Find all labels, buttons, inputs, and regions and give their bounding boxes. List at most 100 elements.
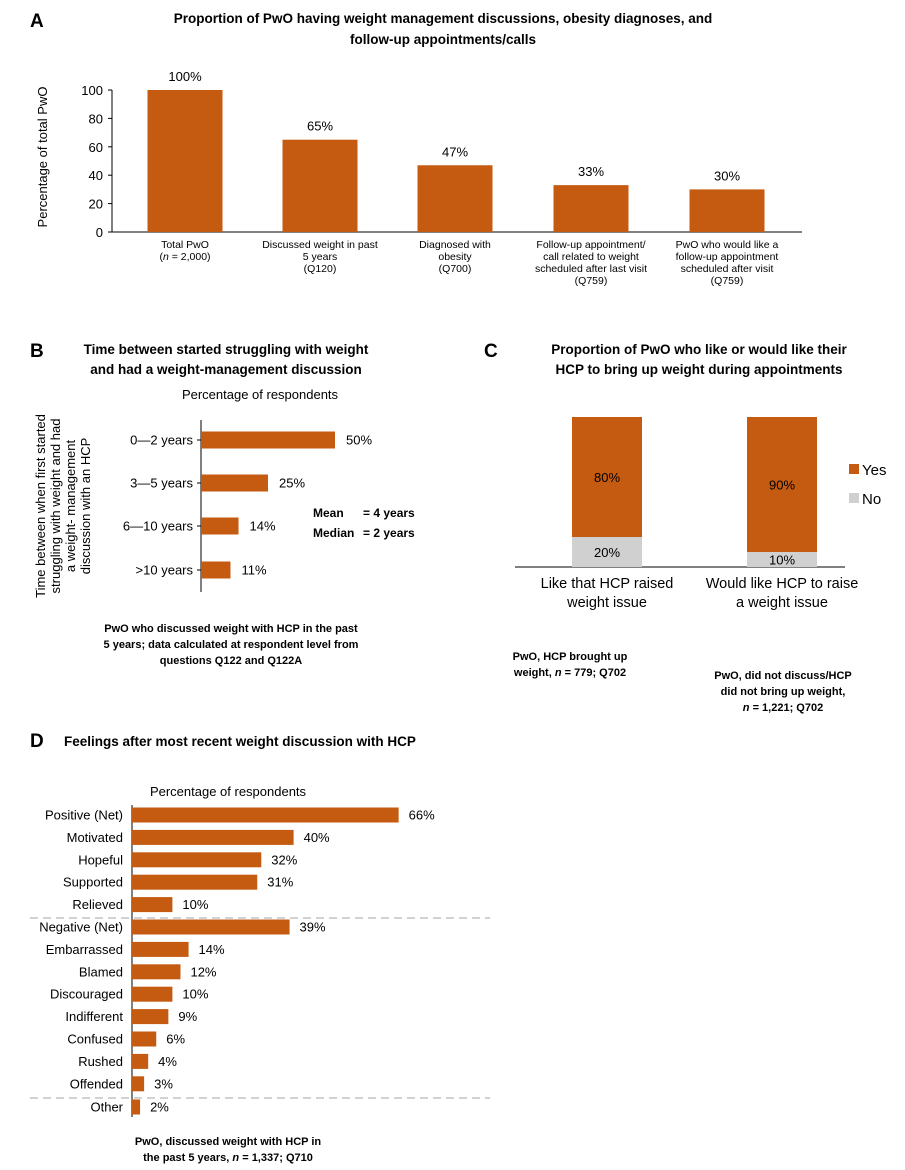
panel-d-category-label-9: Indifferent bbox=[65, 1009, 123, 1024]
panel-d-category-label-1: Motivated bbox=[67, 830, 123, 845]
panel-b-bar-0 bbox=[201, 431, 335, 449]
panel-d-title: Feelings after most recent weight discus… bbox=[64, 734, 416, 749]
panel-b-y-label-line-2: struggling with weight and had bbox=[48, 419, 63, 594]
panel-c-category-label-0-1: weight issue bbox=[566, 595, 647, 611]
panel-a-category-label-3-3: (Q759) bbox=[575, 275, 608, 287]
panel-c-legend-swatch-0 bbox=[849, 464, 859, 474]
panel-d-category-label-0: Positive (Net) bbox=[45, 808, 123, 823]
panel-b-mean-label: Mean bbox=[313, 506, 344, 520]
panel-d-category-label-8: Discouraged bbox=[50, 987, 123, 1002]
panel-b-bars: 0—2 years 50% 3—5 years 25% 6—10 years 14% >10… bbox=[123, 431, 372, 579]
panel-a-value-label-2: 47% bbox=[442, 144, 468, 159]
panel-a-title-line-2: follow-up appointments/calls bbox=[350, 32, 536, 47]
panel-a-value-labels: 100% 65% 47% 33% 30% bbox=[168, 69, 740, 183]
panel-c-note-1-line-2: n = 1,221; Q702 bbox=[743, 702, 823, 714]
panel-b-y-label-line-1: Time between when first started bbox=[33, 414, 48, 598]
panel-b-note-line-2: 5 years; data calculated at respondent l… bbox=[104, 639, 359, 651]
panel-d-category-label-3: Supported bbox=[63, 875, 123, 890]
panel-d-bar-1 bbox=[132, 829, 294, 845]
panel-d-value-label-1: 40% bbox=[304, 830, 330, 845]
panel-a-y-tick-4: 80 bbox=[89, 111, 103, 126]
panel-d-category-label-6: Embarrassed bbox=[46, 942, 123, 957]
panel-b-category-label-2: 6—10 years bbox=[123, 519, 194, 534]
panel-d-value-label-7: 12% bbox=[190, 964, 216, 979]
panel-c-bar-no-1 bbox=[747, 552, 817, 567]
panel-d-note-n: n bbox=[232, 1152, 239, 1164]
panel-c-note-0-line-0: PwO, HCP brought up bbox=[513, 651, 628, 663]
panel-a-value-label-1: 65% bbox=[307, 119, 333, 134]
panel-a-category-label-2-0: Diagnosed with bbox=[419, 239, 491, 251]
panel-d-category-label-13: Other bbox=[90, 1100, 123, 1115]
panel-a-category-label-4-3: (Q759) bbox=[711, 275, 744, 287]
panel-a-category-labels: Total PwO(n = 2,000) Discussed weight in … bbox=[159, 239, 778, 287]
panel-d-value-label-2: 32% bbox=[271, 852, 297, 867]
panel-a-y-tick-0: 0 bbox=[96, 225, 103, 240]
panel-c-note-1-line-0: PwO, did not discuss/HCP bbox=[714, 670, 852, 682]
panel-d-category-label-11: Rushed bbox=[78, 1054, 123, 1069]
panel-d-value-label-6: 14% bbox=[199, 942, 225, 957]
panel-a-category-label-1-0: Discussed weight in past bbox=[262, 239, 378, 251]
panel-d-bar-10 bbox=[132, 1031, 157, 1047]
panel-d-value-label-3: 31% bbox=[267, 875, 293, 890]
panel-d-category-label-12: Offended bbox=[70, 1076, 123, 1091]
panel-d-category-label-10: Confused bbox=[67, 1032, 123, 1047]
panel-c-legend: Yes No bbox=[849, 462, 886, 508]
panel-c-label: C bbox=[484, 341, 498, 362]
panel-d-note-post: = 1,337; Q710 bbox=[239, 1152, 313, 1164]
panel-a-category-label-3-2: scheduled after last visit bbox=[535, 263, 647, 275]
panel-c-bar-yes-1 bbox=[747, 417, 817, 552]
panel-b-value-label-0: 50% bbox=[346, 433, 372, 448]
panel-d-x-axis-label: Percentage of respondents bbox=[150, 784, 307, 799]
panel-d-bar-9 bbox=[132, 1009, 169, 1025]
panel-c-no-value-label-1: 10% bbox=[769, 553, 795, 568]
panel-d-bar-4 bbox=[132, 897, 173, 913]
panel-d-bar-6 bbox=[132, 941, 189, 957]
panel-c-category-label-1-1: a weight issue bbox=[736, 595, 828, 611]
panel-a-y-tick-1: 20 bbox=[89, 197, 103, 212]
panel-c-title-line-2: HCP to bring up weight during appointmen… bbox=[556, 362, 843, 377]
panel-a-value-label-4: 30% bbox=[714, 168, 740, 183]
panel-a-title-line-1: Proportion of PwO having weight manageme… bbox=[174, 11, 713, 26]
panel-b-median-label: Median bbox=[313, 526, 354, 540]
panel-b-value-label-1: 25% bbox=[279, 476, 305, 491]
panel-d-category-label-7: Blamed bbox=[79, 964, 123, 979]
panel-a-bar-2 bbox=[417, 165, 493, 232]
panel-a-y-ticks: 0 20 40 60 80 100 bbox=[81, 83, 112, 240]
panel-c-no-value-label-0: 20% bbox=[594, 545, 620, 560]
panel-d-category-label-4: Relieved bbox=[72, 897, 123, 912]
panel-a-category-label-2-1: obesity bbox=[438, 251, 472, 263]
panel-d-value-label-9: 9% bbox=[178, 1009, 197, 1024]
panel-a-y-tick-5: 100 bbox=[81, 83, 103, 98]
panel-a-category-label-0-0: Total PwO bbox=[161, 239, 209, 251]
panel-d: D Feelings after most recent weight disc… bbox=[30, 731, 490, 1164]
panel-d-value-label-4: 10% bbox=[182, 897, 208, 912]
panel-a-y-tick-3: 60 bbox=[89, 140, 103, 155]
panel-c-bars: 80% 20% 90% 10% bbox=[572, 417, 817, 568]
panel-a-label: A bbox=[30, 11, 44, 32]
panel-b-category-label-1: 3—5 years bbox=[130, 476, 193, 491]
panel-d-bar-5 bbox=[132, 919, 290, 935]
panel-a-category-label-4-0: PwO who would like a bbox=[676, 239, 779, 251]
panel-b-y-label-line-3: a weight- management bbox=[63, 439, 78, 572]
panel-d-bar-11 bbox=[132, 1053, 149, 1069]
panel-a-bar-1 bbox=[282, 139, 358, 232]
panel-d-value-label-10: 6% bbox=[166, 1032, 185, 1047]
panel-d-bar-2 bbox=[132, 852, 262, 868]
panel-c-yes-value-label-1: 90% bbox=[769, 478, 795, 493]
panel-d-bar-3 bbox=[132, 874, 258, 890]
panel-b-title-line-1: Time between started struggling with wei… bbox=[84, 342, 369, 357]
panel-a-bar-4 bbox=[689, 189, 765, 232]
panel-d-value-label-5: 39% bbox=[300, 920, 326, 935]
panel-a-category-label-3-1: call related to weight bbox=[543, 251, 639, 263]
panel-c-bar-yes-0 bbox=[572, 417, 642, 537]
panel-a-category-label-1-2: (Q120) bbox=[304, 263, 337, 275]
panel-d-label: D bbox=[30, 731, 44, 752]
panel-b-note-line-3: questions Q122 and Q122A bbox=[160, 655, 302, 667]
panel-d-category-label-5: Negative (Net) bbox=[39, 920, 123, 935]
panel-d-value-label-0: 66% bbox=[409, 808, 435, 823]
panel-b-value-label-2: 14% bbox=[250, 519, 276, 534]
panel-d-value-label-8: 10% bbox=[182, 987, 208, 1002]
panel-c-legend-swatch-1 bbox=[849, 493, 859, 503]
panel-a-value-label-0: 100% bbox=[168, 69, 202, 84]
panel-a-category-label-4-2: scheduled after visit bbox=[681, 263, 774, 275]
